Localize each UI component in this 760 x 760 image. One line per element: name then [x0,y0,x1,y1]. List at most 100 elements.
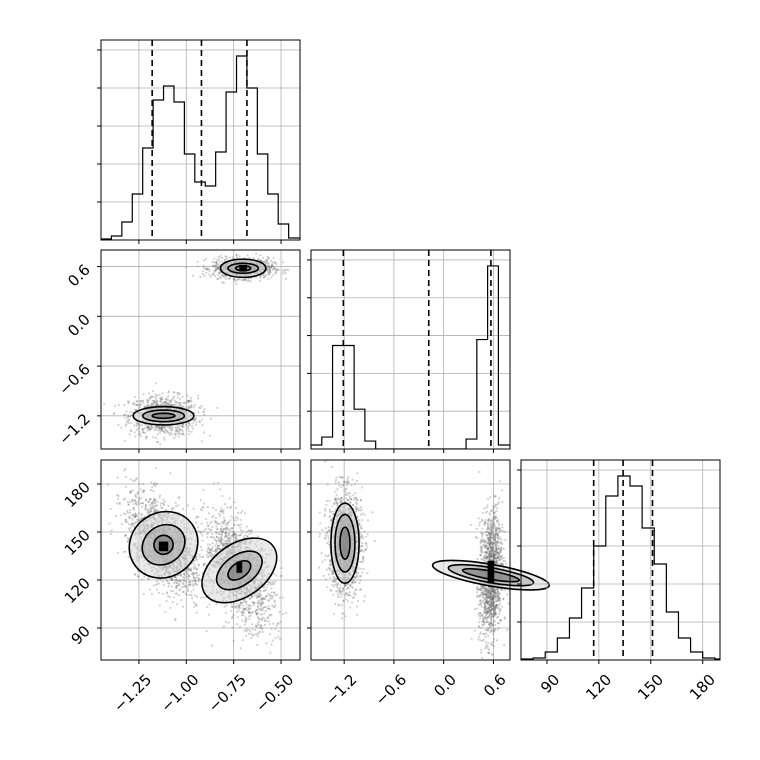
scatter-point [164,398,167,401]
scatter-point [182,508,185,510]
scatter-point [143,405,146,408]
scatter-point [253,601,256,604]
scatter-point [336,593,339,596]
scatter-point [234,533,237,536]
scatter-point [149,428,152,431]
scatter-point [195,604,197,606]
scatter-point [195,604,198,607]
scatter-point [277,630,280,632]
scatter-point [122,498,125,501]
scatter-point [189,397,192,399]
scatter-point [170,590,172,593]
scatter-point [193,412,196,415]
scatter-point [187,400,190,403]
scatter-point [188,575,191,578]
scatter-point [221,544,224,547]
scatter-point [146,435,149,438]
scatter-point [267,273,270,276]
scatter-point [231,527,234,529]
scatter-point [213,275,216,277]
scatter-point [215,532,218,535]
scatter-point [216,545,219,547]
scatter-point [267,599,270,602]
scatter-point [156,403,159,406]
scatter-point [146,426,149,429]
scatter-point [138,423,141,426]
scatter-point [135,477,138,480]
scatter-point [236,605,239,608]
scatter-point [204,528,207,530]
scatter-point [130,429,132,432]
scatter-point [192,562,195,565]
scatter-point [170,404,173,407]
scatter-point [282,261,284,264]
scatter-point [164,403,167,406]
scatter-point [177,396,179,399]
scatter-point [247,596,250,598]
scatter-point [258,589,261,592]
scatter-point [159,502,162,505]
scatter-point [196,558,198,561]
x-tick-label: −1.25 [110,671,155,716]
scatter-point [177,511,180,514]
scatter-point [234,539,237,542]
scatter-point [147,426,150,429]
scatter-point [165,579,168,582]
scatter-point [162,404,165,407]
scatter-point [155,403,158,405]
scatter-point [180,599,183,601]
scatter-point [218,265,221,267]
scatter-point [192,588,195,591]
scatter-point [202,270,205,273]
scatter-point [167,582,169,585]
scatter-point [261,608,264,611]
scatter-point [137,500,140,503]
scatter-point [274,262,277,264]
scatter-point [164,400,167,403]
scatter-point [245,630,248,633]
scatter-point [158,582,161,585]
scatter-point [188,422,191,425]
scatter-point [154,437,157,439]
scatter-point [175,584,178,587]
scatter-point [177,391,180,394]
scatter-point [253,601,256,604]
scatter-point [248,533,251,536]
scatter-point [248,617,251,620]
scatter-point [229,530,232,533]
scatter-point [154,502,156,505]
scatter-point [167,424,170,427]
scatter-point [141,429,144,432]
scatter-point [187,577,190,580]
scatter-point [149,428,151,431]
scatter-point [247,277,250,279]
scatter-point [231,626,234,629]
scatter-point [153,505,156,508]
scatter-point [154,485,157,487]
scatter-point [148,513,151,516]
scatter-point [142,483,145,485]
scatter-point [210,554,213,557]
scatter-point [144,406,147,409]
scatter-point [117,423,120,426]
scatter-point [120,426,123,429]
density-contour [215,550,263,591]
scatter-point [174,435,177,437]
scatter-point [223,536,226,539]
scatter-point [128,529,131,532]
scatter-point [116,552,119,554]
scatter-point [202,563,205,566]
hist-p1-histogram-step [311,265,510,449]
scatter-point [217,547,220,550]
scatter-point [196,583,199,586]
scatter-point [152,498,155,500]
scatter-point [257,595,260,598]
scatter-point [215,535,218,538]
scatter-point [147,427,149,429]
scatter-point [217,277,220,280]
scatter-point [265,259,268,262]
scatter-point [135,409,138,411]
scatter-point [181,395,184,398]
scatter-point [197,580,200,583]
scatter-point [195,574,198,577]
